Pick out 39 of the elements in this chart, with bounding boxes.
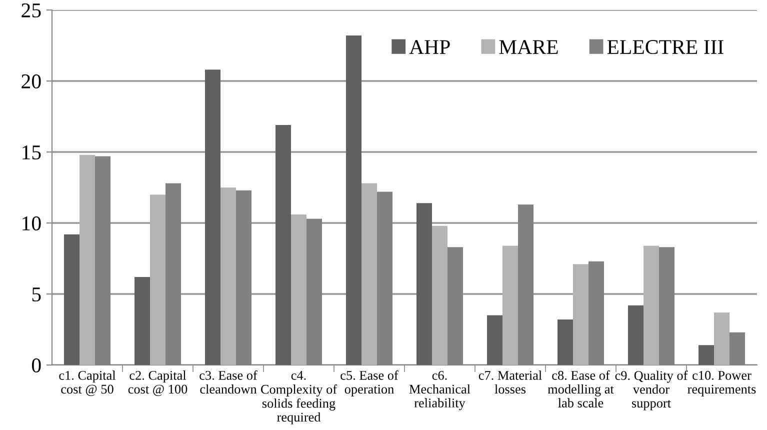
x-tick-label: c1. Capital cost @ 50 (59, 370, 116, 396)
bar (486, 315, 502, 365)
bar (64, 234, 80, 365)
bar (557, 320, 573, 365)
bar (79, 154, 96, 365)
bar (698, 345, 714, 365)
bar (290, 214, 307, 365)
bar (220, 188, 236, 365)
bar (502, 246, 518, 365)
x-tick-label: c7. Material losses (478, 370, 542, 394)
x-tick-label: c4. Complexity of solids feeding required (260, 371, 338, 424)
y-tick-label: 25 (22, 3, 41, 18)
y-tick-label: 5 (32, 288, 41, 302)
legend-label: MARE (499, 40, 558, 54)
bar (150, 194, 166, 365)
bar (416, 203, 432, 365)
bar (572, 264, 589, 365)
y-tick-label: 20 (22, 74, 41, 88)
bar (432, 226, 448, 365)
y-tick-label: 15 (22, 145, 41, 160)
bar (361, 183, 378, 365)
y-tick-label: 0 (32, 358, 41, 372)
y-tick-label: 10 (22, 216, 41, 230)
x-tick-label: c9. Quality of vendor support (615, 370, 688, 410)
bar (714, 312, 730, 365)
bar (275, 125, 291, 365)
x-tick-label: c5. Ease of operation (340, 370, 398, 396)
bar (134, 276, 150, 365)
bar (628, 305, 644, 365)
bar (346, 36, 362, 365)
x-tick-label: c3. Ease of cleandown (200, 370, 258, 394)
legend-label: AHP (409, 40, 450, 54)
x-tick-label: c2. Capital cost @ 100 (128, 370, 188, 396)
x-tick-label: c10. Power requirements (688, 370, 756, 396)
x-tick-label: c6. Mechanical reliability (409, 370, 470, 410)
x-tick-label: c8. Ease of modelling at lab scale (548, 370, 614, 408)
legend-label: ELECTRE III (607, 40, 724, 54)
bar (643, 246, 660, 365)
bar (204, 70, 220, 365)
